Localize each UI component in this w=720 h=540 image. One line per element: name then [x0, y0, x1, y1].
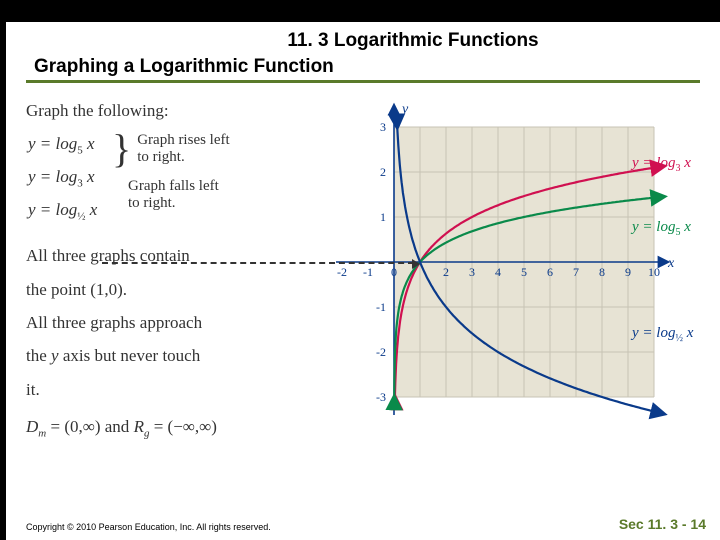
copyright-text: Copyright © 2010 Pearson Education, Inc.…	[26, 522, 271, 532]
svg-text:-2: -2	[337, 265, 347, 279]
slide-content: 11. 3 Logarithmic Functions Graphing a L…	[6, 22, 720, 540]
main-row: Graph the following: y = log5 x y = log3…	[26, 97, 700, 444]
and-text: and	[101, 417, 134, 436]
range-val: = (−∞,∞)	[149, 417, 217, 436]
para2-point: (1,0).	[90, 280, 127, 299]
eq-text: y = log	[28, 134, 77, 153]
svg-text:2: 2	[443, 265, 449, 279]
svg-text:y: y	[400, 102, 409, 117]
svg-text:4: 4	[495, 265, 501, 279]
para4-post: axis but never touch	[59, 346, 201, 365]
svg-text:1: 1	[380, 210, 386, 224]
brace-annotation-rises: } Graph rises left to right.	[112, 132, 237, 167]
svg-text:3: 3	[469, 265, 475, 279]
svg-text:2: 2	[380, 165, 386, 179]
svg-text:-2: -2	[376, 345, 386, 359]
title-block: 11. 3 Logarithmic Functions Graphing a L…	[26, 30, 700, 83]
svg-text:9: 9	[625, 265, 631, 279]
para-2: the point (1,0).	[26, 274, 306, 305]
brace-icon: }	[112, 132, 131, 166]
page-number: Sec 11. 3 - 14	[619, 516, 706, 532]
svg-text:-1: -1	[363, 265, 373, 279]
svg-text:8: 8	[599, 265, 605, 279]
domain-range: Dm = (0,∞) and Rg = (−∞,∞)	[26, 411, 306, 444]
left-column: Graph the following: y = log5 x y = log3…	[26, 97, 306, 444]
eq-tail: x	[86, 200, 98, 219]
para4-axis: y	[51, 346, 59, 365]
subtitle-underline: Graphing a Logarithmic Function	[26, 56, 700, 83]
right-column: y x -2 -1 0 2 3 4 5 6 7 8 9 10 -3 -2 -1 1 2 3 y = log3 x y …	[312, 97, 700, 444]
annotation-rises: Graph rises left to right.	[137, 132, 237, 167]
para-3: All three graphs approach	[26, 307, 306, 338]
annotation-falls: Graph falls left to right.	[128, 178, 228, 213]
svg-text:x: x	[667, 256, 675, 271]
para-1: All three graphs contain	[26, 240, 306, 271]
para-5: it.	[26, 374, 306, 405]
curve-label-log5: y = log5 x	[632, 219, 691, 238]
para4-pre: the	[26, 346, 51, 365]
para-4: the y axis but never touch	[26, 340, 306, 371]
section-title: 11. 3 Logarithmic Functions	[26, 30, 700, 52]
svg-text:7: 7	[573, 265, 579, 279]
svg-text:5: 5	[521, 265, 527, 279]
eq-text: y = log	[28, 167, 77, 186]
svg-text:10: 10	[648, 265, 660, 279]
svg-text:-1: -1	[376, 300, 386, 314]
curve-label-loghalf: y = log½ x	[632, 325, 693, 344]
svg-text:0: 0	[391, 265, 397, 279]
eq-text: y = log	[28, 200, 77, 219]
svg-text:-3: -3	[376, 390, 386, 404]
svg-text:6: 6	[547, 265, 553, 279]
body-text: All three graphs contain the point (1,0)…	[26, 240, 306, 444]
eq-base: ½	[77, 211, 85, 223]
svg-text:3: 3	[380, 120, 386, 134]
intro-text: Graph the following:	[26, 97, 306, 124]
subtitle: Graphing a Logarithmic Function	[26, 56, 700, 78]
dashed-arrow	[102, 262, 414, 264]
domain-label: D	[26, 417, 38, 436]
footer: Copyright © 2010 Pearson Education, Inc.…	[26, 516, 706, 532]
eq-tail: x	[83, 167, 95, 186]
curve-label-log3: y = log3 x	[632, 155, 691, 174]
para2-pre: the point	[26, 280, 90, 299]
eq-tail: x	[83, 134, 95, 153]
domain-val: = (0,∞)	[46, 417, 100, 436]
range-label: R	[134, 417, 144, 436]
equation-block: y = log5 x y = log3 x y = log½ x } Graph…	[28, 130, 306, 226]
